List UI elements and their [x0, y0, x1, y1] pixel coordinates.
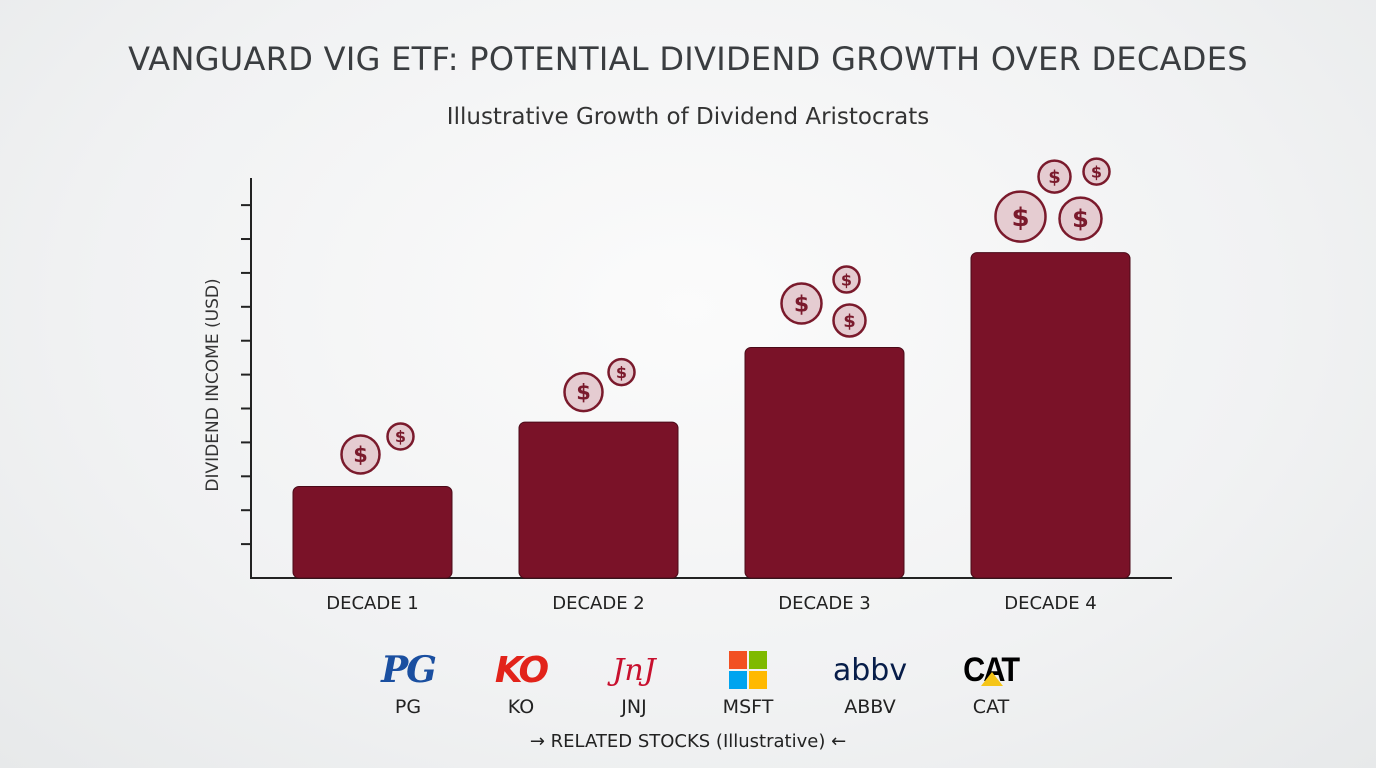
svg-text:$: $ — [616, 363, 627, 382]
cat-logo: CAT — [963, 650, 1020, 689]
stock-pg: PG PG — [348, 648, 468, 718]
stock-ticker: PG — [394, 696, 422, 718]
bar — [292, 485, 453, 579]
chart-subtitle: Illustrative Growth of Dividend Aristocr… — [446, 104, 930, 130]
related-stocks-caption: → RELATED STOCKS (Illustrative) ← — [529, 731, 847, 752]
pg-logo: PG — [381, 649, 437, 691]
svg-text:$: $ — [1072, 205, 1089, 233]
stock-ticker: ABBV — [844, 696, 896, 718]
svg-text:$: $ — [576, 381, 591, 405]
svg-text:$: $ — [841, 270, 852, 289]
x-tick-label: DECADE 1 — [326, 593, 419, 614]
jnj-logo: JnJ — [612, 652, 656, 688]
stock-msft: MSFT — [688, 648, 808, 718]
dollar-coin-icon: $ — [832, 303, 867, 338]
chart-title: VANGUARD VIG ETF: POTENTIAL DIVIDEND GRO… — [128, 40, 1248, 78]
ko-logo: KO — [494, 649, 549, 691]
stock-cat: CAT CAT — [931, 648, 1051, 719]
svg-text:$: $ — [843, 311, 856, 332]
svg-text:$: $ — [1091, 162, 1102, 181]
svg-text:$: $ — [1011, 203, 1029, 233]
svg-text:$: $ — [1048, 167, 1061, 188]
x-tick-label: DECADE 4 — [1004, 593, 1097, 614]
bar-chart: DECADE 1 $ $ DECADE 2 $ $ DECADE 3 $ $ $ DECADE 4 $… — [241, 157, 1172, 614]
x-tick-label: DECADE 3 — [778, 593, 871, 614]
microsoft-logo-icon — [688, 648, 808, 692]
svg-text:$: $ — [353, 443, 368, 467]
svg-text:$: $ — [794, 292, 809, 317]
stock-jnj: JnJ JNJ — [574, 648, 694, 719]
dollar-coin-icon: $ — [1082, 157, 1111, 186]
abbv-logo: abbv — [832, 652, 908, 688]
bar — [970, 252, 1131, 579]
bar — [744, 346, 905, 579]
stock-abbv: abbv ABBV — [810, 648, 930, 719]
dollar-coin-icon: $ — [563, 371, 604, 413]
dollar-coin-icon: $ — [1058, 196, 1103, 241]
dollar-coin-icon: $ — [386, 422, 415, 451]
dollar-coin-icon: $ — [780, 282, 823, 325]
dollar-coin-icon: $ — [340, 434, 381, 475]
dollar-coin-icon: $ — [832, 265, 861, 294]
x-tick-label: DECADE 2 — [552, 593, 645, 614]
dollar-coin-icon: $ — [994, 190, 1047, 243]
svg-text:$: $ — [395, 427, 406, 446]
dollar-coin-icon: $ — [1037, 159, 1072, 194]
stock-ticker: KO — [507, 696, 535, 718]
stock-ko: KO KO — [461, 648, 581, 719]
stock-ticker: MSFT — [722, 696, 774, 718]
stock-ticker: JNJ — [621, 696, 647, 718]
stock-ticker: CAT — [972, 696, 1010, 718]
dollar-coin-icon: $ — [607, 357, 636, 387]
bar — [518, 421, 679, 579]
